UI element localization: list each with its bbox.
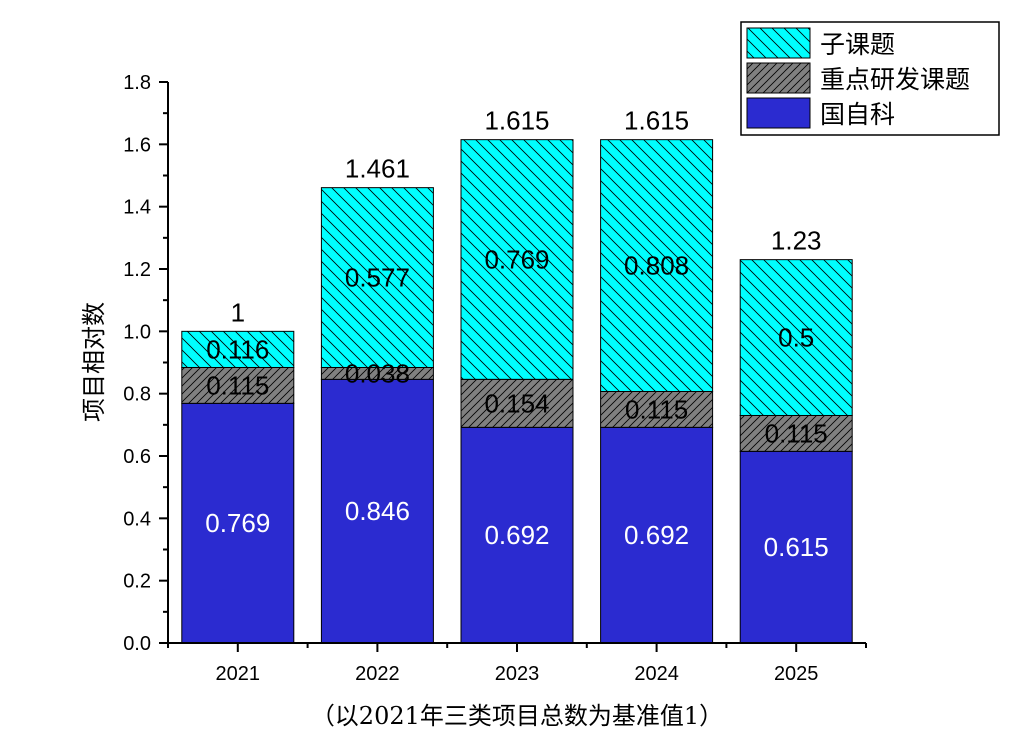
legend-swatch — [746, 97, 811, 129]
bars-group — [181, 139, 853, 644]
x-tick-label: 2022 — [355, 663, 400, 685]
total-label: 1 — [231, 297, 245, 327]
y-tick-label: 0.6 — [123, 446, 151, 468]
legend-label: 国自科 — [820, 100, 895, 129]
data-label: 0.154 — [484, 388, 549, 418]
legend-label: 重点研发课题 — [820, 65, 970, 94]
y-tick-label: 0.0 — [123, 633, 151, 655]
legend-label: 子课题 — [820, 30, 895, 59]
data-label: 0.577 — [345, 263, 410, 293]
y-tick-label: 1.0 — [123, 321, 151, 343]
x-axis-title: （以2021年三类项目总数为基准值1） — [311, 702, 723, 730]
data-label: 0.116 — [206, 334, 269, 364]
data-label: 0.769 — [484, 244, 549, 274]
labels-group: 0.769 0.115 0.116 1 0.846 0.038 0.577 1.461 0.69… — [205, 106, 828, 563]
y-tick-label: 0.4 — [123, 508, 151, 530]
x-tick-label: 2021 — [216, 663, 261, 685]
bar-segment-2024-2 — [600, 139, 714, 392]
data-label: 0.769 — [205, 508, 270, 538]
total-label: 1.461 — [345, 154, 410, 184]
bar-segment-2021-2 — [181, 330, 295, 368]
y-tick-label: 1.4 — [123, 197, 151, 219]
bar-segment-2022-0 — [320, 378, 434, 644]
data-label: 0.808 — [624, 251, 689, 281]
data-label: 0.615 — [764, 532, 829, 562]
bar-segment-2025-0 — [739, 450, 853, 644]
data-label: 0.692 — [484, 520, 549, 550]
data-label: 0.115 — [765, 418, 828, 448]
total-label: 1.615 — [484, 106, 549, 136]
y-tick-label: 0.2 — [123, 571, 151, 593]
y-tick-label: 1.6 — [123, 134, 151, 156]
data-label: 0.846 — [345, 496, 410, 526]
total-label: 1.615 — [624, 106, 689, 136]
bar-segment-2024-1 — [600, 390, 714, 428]
data-label: 0.692 — [624, 520, 689, 550]
bar-segment-2025-2 — [739, 259, 853, 416]
data-label: 0.5 — [778, 323, 814, 353]
y-axis-title: 项目相对数 — [80, 302, 108, 422]
x-tick-label: 2023 — [495, 663, 540, 685]
legend-swatch — [746, 62, 811, 94]
x-tick-label: 2025 — [774, 663, 819, 685]
bar-segment-2021-1 — [181, 366, 295, 404]
bar-segment-2024-0 — [600, 426, 714, 644]
total-label: 1.23 — [771, 226, 822, 256]
bar-segment-2022-2 — [320, 187, 434, 368]
x-tick-label: 2024 — [634, 663, 679, 685]
data-label: 0.115 — [625, 394, 688, 424]
bar-segment-2023-1 — [460, 378, 574, 428]
y-tick-label: 0.8 — [123, 384, 151, 406]
data-label: 0.038 — [345, 358, 410, 388]
bar-segment-2023-2 — [460, 139, 574, 380]
data-label: 0.115 — [206, 370, 269, 400]
bar-segment-2023-0 — [460, 426, 574, 644]
legend-swatch — [746, 27, 811, 59]
bar-segment-2021-0 — [181, 402, 295, 644]
y-tick-label: 1.2 — [123, 259, 151, 281]
axes-group: 2021 2022 2023 2024 2025 0.0 0.2 0.4 0.6 0.8 1.0 1.… — [123, 72, 867, 685]
y-tick-label: 1.8 — [123, 72, 151, 94]
